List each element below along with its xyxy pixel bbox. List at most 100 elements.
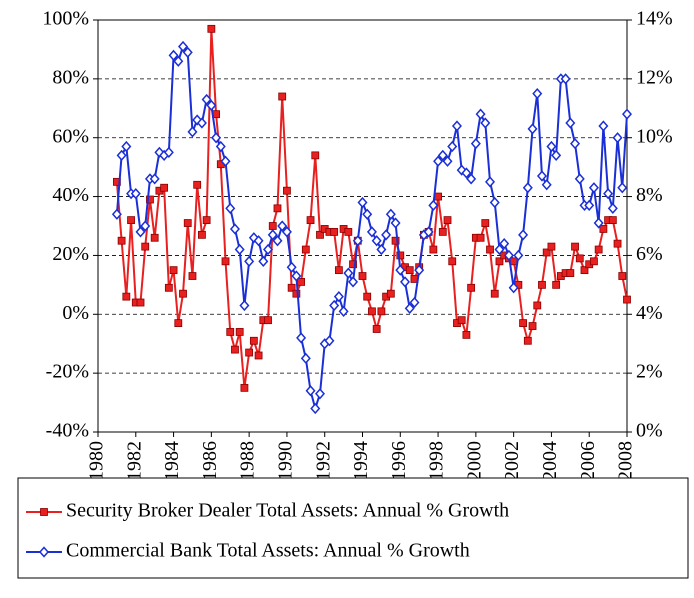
data-point <box>273 204 282 213</box>
legend-marker <box>38 546 50 558</box>
data-point <box>316 230 324 239</box>
data-point <box>220 155 231 167</box>
plot-frame <box>97 19 628 433</box>
data-point <box>486 245 494 254</box>
data-point <box>122 292 131 301</box>
data-point <box>343 267 354 279</box>
data-point <box>508 282 519 294</box>
data-point <box>215 140 226 153</box>
data-point <box>503 249 514 262</box>
data-point <box>518 229 529 241</box>
y2-tick-label: 4% <box>636 302 663 324</box>
data-point <box>198 230 206 239</box>
y2-tick-label: 12% <box>636 66 673 88</box>
data-point <box>245 348 254 357</box>
data-point <box>386 289 395 298</box>
data-point <box>409 296 420 309</box>
data-point <box>451 120 462 132</box>
y2-tick-label: 10% <box>636 125 673 147</box>
data-point <box>593 217 604 229</box>
data-point <box>423 226 434 238</box>
data-point <box>456 164 467 176</box>
data-point <box>201 93 212 106</box>
data-point <box>434 192 442 201</box>
data-point <box>447 140 458 153</box>
data-point <box>551 149 562 161</box>
data-point <box>552 280 561 289</box>
data-point <box>560 73 571 85</box>
data-point <box>311 151 320 160</box>
data-point <box>263 243 274 256</box>
data-point <box>277 220 288 232</box>
data-point <box>338 305 349 317</box>
data-point <box>391 236 400 245</box>
data-point <box>396 251 405 260</box>
data-point <box>258 255 269 267</box>
x-tick-label: 2002 <box>501 441 523 481</box>
data-point <box>135 226 146 238</box>
data-point <box>111 208 122 220</box>
data-point <box>206 99 217 111</box>
data-point <box>428 199 439 212</box>
data-point <box>314 388 325 400</box>
data-point <box>613 239 622 248</box>
data-point <box>287 283 296 292</box>
data-point <box>429 245 438 254</box>
data-point <box>533 301 542 310</box>
y-tick-label: -40% <box>46 420 89 442</box>
data-point <box>310 402 321 415</box>
data-point <box>590 257 598 266</box>
data-point <box>234 243 245 256</box>
data-point <box>281 226 292 238</box>
data-point <box>536 170 547 182</box>
y-tick-label: 60% <box>52 125 89 147</box>
data-point <box>390 217 401 229</box>
x-tick-label: 1992 <box>312 441 334 481</box>
series-line <box>115 28 628 388</box>
data-point <box>169 266 178 275</box>
y-tick-label: 100% <box>42 8 89 30</box>
y-tick-label: 80% <box>52 66 89 88</box>
data-point <box>466 173 477 185</box>
data-point <box>146 195 154 204</box>
data-point <box>207 24 216 33</box>
data-point <box>571 242 579 251</box>
legend-marker <box>40 508 48 516</box>
data-point <box>546 140 557 153</box>
data-point <box>149 173 160 185</box>
data-point <box>438 227 447 236</box>
data-point <box>485 176 496 188</box>
data-point <box>594 245 603 254</box>
data-point <box>574 173 585 185</box>
data-point <box>607 202 618 214</box>
data-point <box>249 336 258 345</box>
data-point <box>565 117 576 129</box>
data-point <box>448 257 457 266</box>
x-tick-label: 1980 <box>86 441 108 481</box>
legend-label: Commercial Bank Total Assets: Annual % G… <box>66 540 470 562</box>
data-point <box>623 295 631 304</box>
data-point <box>494 243 505 256</box>
data-point <box>344 227 353 236</box>
data-point <box>475 108 486 120</box>
data-point <box>476 233 485 242</box>
data-point <box>603 188 614 200</box>
data-point <box>580 266 589 275</box>
data-point <box>163 146 174 159</box>
data-point <box>150 233 159 242</box>
data-point <box>404 302 415 315</box>
data-point <box>127 216 135 225</box>
y-tick-label: 0% <box>62 302 89 324</box>
data-point <box>566 269 575 277</box>
data-point <box>226 328 235 336</box>
x-tick-label: 1982 <box>123 441 145 481</box>
data-point <box>225 202 236 214</box>
data-point <box>292 289 301 298</box>
data-point <box>371 235 382 247</box>
data-point <box>188 272 197 280</box>
data-point <box>433 155 444 167</box>
y2-tick-label: 14% <box>636 8 673 30</box>
data-point <box>621 108 633 120</box>
data-point <box>154 146 165 159</box>
y-tick-label: 20% <box>52 243 89 265</box>
